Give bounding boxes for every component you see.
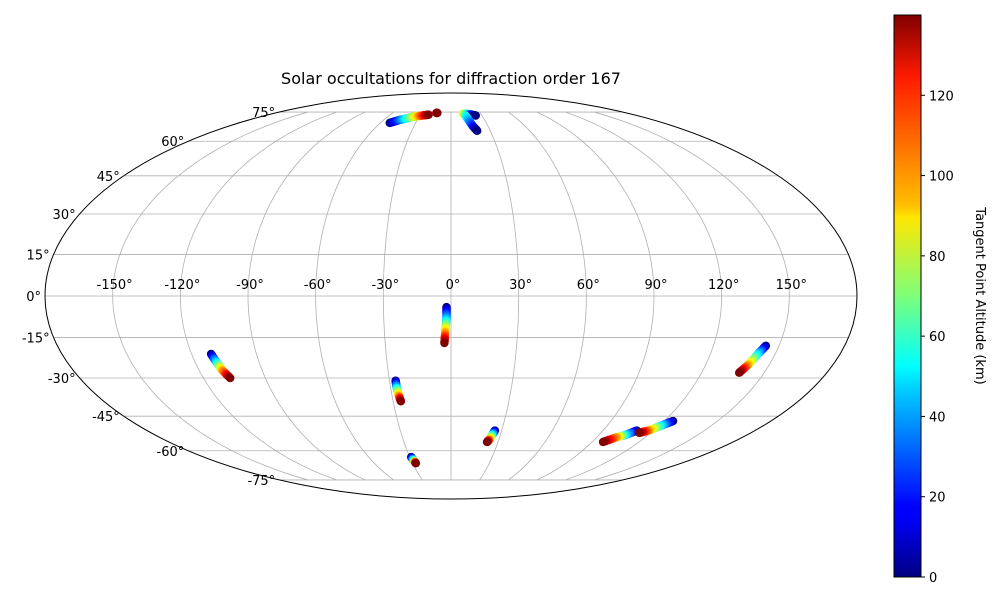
colorbar-tick-label: 120 <box>929 89 954 104</box>
occultation-point <box>396 397 406 406</box>
map-boundary <box>44 92 858 500</box>
latitude-tick-label: 30° <box>53 208 76 223</box>
occultation-point <box>598 437 608 447</box>
meridian-line <box>536 111 655 481</box>
meridian-line <box>508 111 587 481</box>
occultation-point <box>440 338 449 348</box>
chart-title: Solar occultations for diffraction order… <box>281 69 621 88</box>
colorbar-tick-label: 20 <box>929 491 946 506</box>
occultation-points <box>206 108 771 468</box>
occultation-point <box>226 373 235 383</box>
meridian-line <box>315 111 394 481</box>
longitude-tick-label: -150° <box>97 278 133 293</box>
colorbar-tick-label: 100 <box>929 170 954 185</box>
graticule-grid <box>45 111 857 481</box>
longitude-tick-label: 90° <box>644 278 667 293</box>
latitude-tick-label: -45° <box>92 410 120 425</box>
occultation-point <box>635 428 644 438</box>
colorbar-tick-label: 0 <box>929 571 937 586</box>
colorbar: 0 20 40 60 80 100 120 Tangent Point Altitude (… <box>893 14 987 586</box>
occultation-point <box>433 108 442 118</box>
colorbar-tick-label: 80 <box>929 250 946 265</box>
longitude-tick-label: -120° <box>164 278 200 293</box>
longitude-tick-label: -90° <box>236 278 264 293</box>
longitude-tick-labels: -150° -120° -90° -60° -30° 0° 30° 60° 90° 120° 150… <box>97 278 807 293</box>
occultation-point <box>424 110 433 119</box>
latitude-tick-label: 0° <box>26 290 41 305</box>
longitude-tick-label: 30° <box>509 278 532 293</box>
colorbar-label: Tangent Point Altitude (km) <box>972 206 987 384</box>
colorbar-gradient <box>893 14 922 578</box>
latitude-tick-label: -60° <box>157 445 185 460</box>
latitude-tick-label: 75° <box>252 106 275 121</box>
longitude-tick-label: 60° <box>577 278 600 293</box>
colorbar-tick-label: 40 <box>929 410 946 425</box>
latitude-tick-label: 15° <box>27 248 50 263</box>
colorbar-tick-label: 60 <box>929 330 946 345</box>
meridian-line <box>247 111 366 481</box>
occultation-point <box>734 368 744 377</box>
longitude-tick-label: 0° <box>446 278 461 293</box>
longitude-tick-label: -30° <box>371 278 399 293</box>
longitude-tick-label: 120° <box>708 278 739 293</box>
meridian-line <box>112 111 308 481</box>
latitude-tick-label: -75° <box>247 474 275 489</box>
meridian-line <box>479 111 520 481</box>
occultation-point <box>482 437 492 447</box>
latitude-tick-labels: -75° -60° -45° -30° -15° 0° 15° 30° 45° 60° 75° <box>22 106 275 489</box>
occultation-point <box>473 126 482 135</box>
latitude-tick-label: -15° <box>22 332 50 347</box>
latitude-tick-label: -30° <box>48 372 76 387</box>
occultation-point <box>411 459 421 468</box>
longitude-tick-label: -60° <box>304 278 332 293</box>
meridian-line <box>594 111 790 481</box>
meridian-line <box>382 111 423 481</box>
longitude-tick-label: 150° <box>776 278 807 293</box>
latitude-tick-label: 45° <box>97 170 120 185</box>
colorbar-ticks: 0 20 40 60 80 100 120 <box>921 89 954 586</box>
occultation-point <box>471 111 480 120</box>
meridian-line <box>179 111 337 481</box>
latitude-tick-label: 60° <box>161 135 184 150</box>
